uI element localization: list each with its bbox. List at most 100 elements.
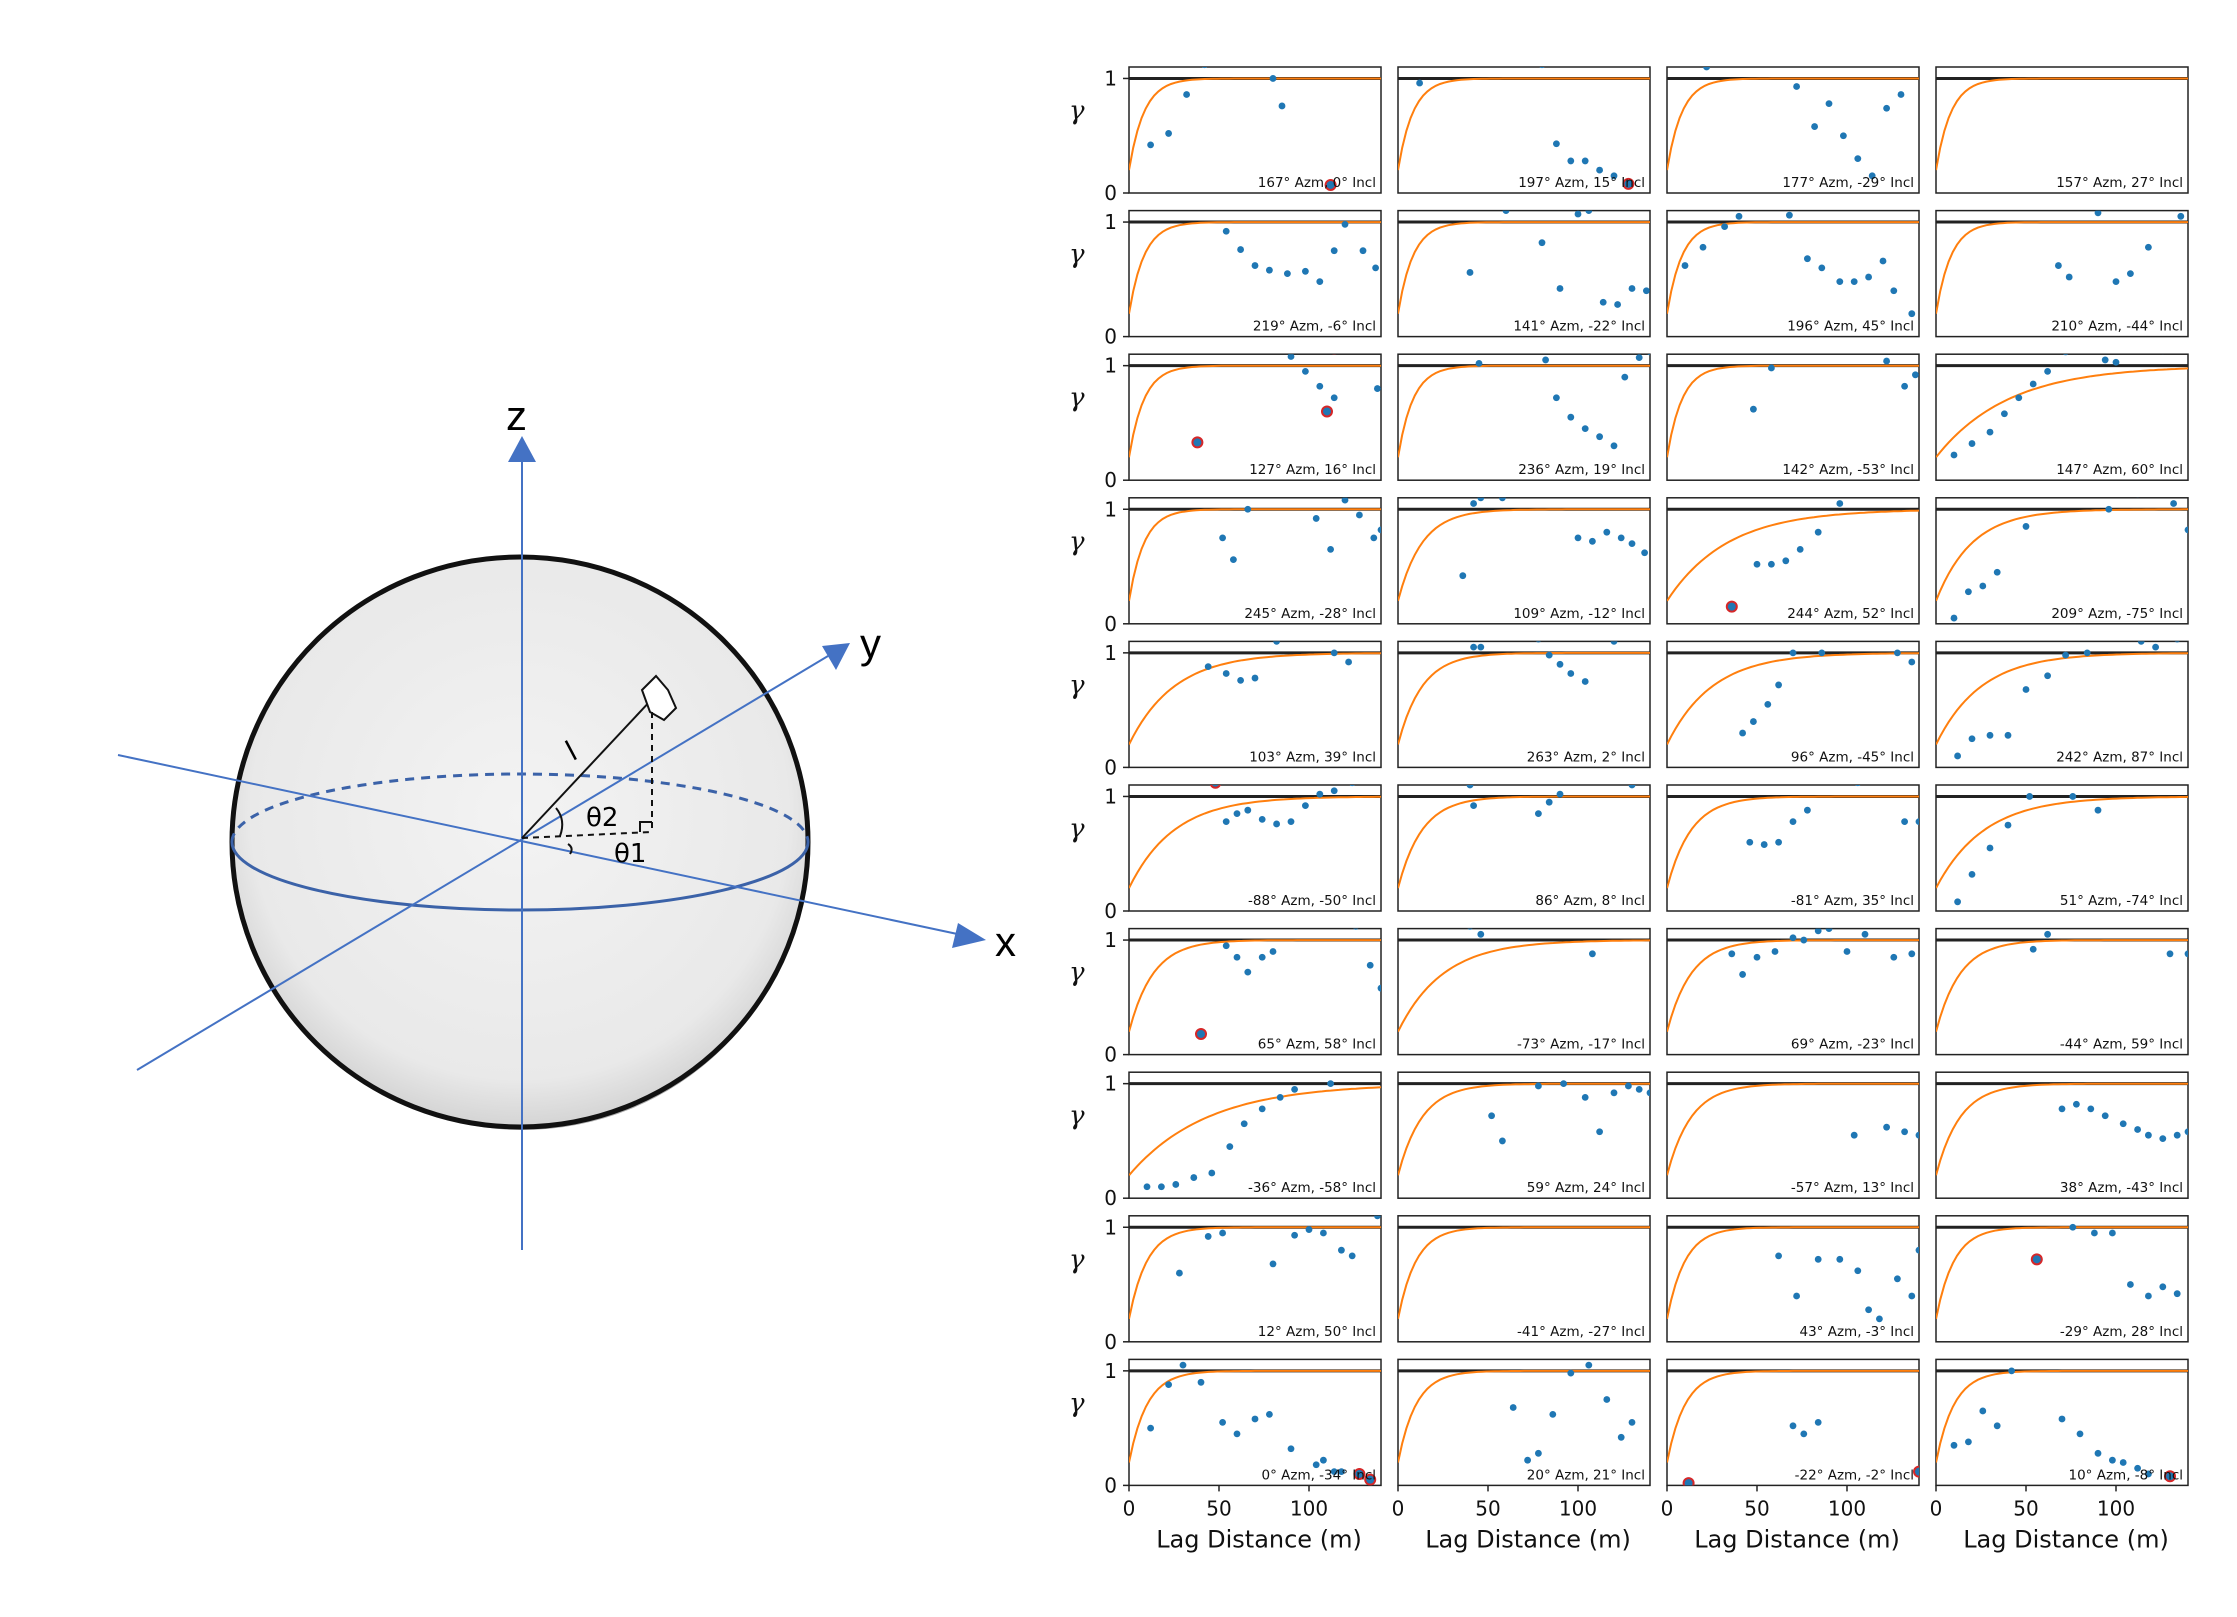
panel-plot-area: [1398, 627, 1650, 745]
data-point: [1854, 1267, 1862, 1275]
data-point: [1320, 1456, 1327, 1464]
data-point: [1459, 572, 1467, 580]
model-curve: [1936, 795, 2188, 889]
data-point: [1768, 364, 1775, 372]
data-point: [1204, 1233, 1212, 1240]
data-point: [1753, 953, 1761, 961]
data-point: [2127, 1281, 2134, 1288]
model-curve: [1936, 221, 2188, 314]
outlier-point: [2030, 1253, 2043, 1266]
panel-plot-area: [1398, 1225, 1650, 1320]
data-point: [2077, 486, 2084, 493]
outlier-point: [1321, 405, 1333, 418]
data-point: [1789, 934, 1797, 942]
data-point: [1768, 560, 1775, 568]
data-point: [1908, 1292, 1916, 1300]
y-axis-label: γ: [1069, 1245, 1085, 1275]
data-point: [1836, 278, 1844, 286]
panel-label: -57° Azm, 13° Incl: [1791, 1180, 1914, 1196]
data-point: [1850, 1131, 1858, 1139]
data-point: [1589, 950, 1596, 958]
panel-frame: [1397, 640, 1651, 769]
panel-frame: [1128, 353, 1382, 481]
z-axis-label: z: [506, 392, 527, 439]
data-point: [1618, 776, 1625, 783]
data-point: [2145, 243, 2152, 251]
panel-plot-area: [1936, 1223, 2188, 1320]
panel-plot-area: [1936, 793, 2188, 906]
data-point: [2065, 273, 2073, 281]
data-point: [2030, 1063, 2037, 1070]
data-point: [1476, 1063, 1483, 1070]
data-point: [1883, 104, 1890, 112]
data-point: [1553, 140, 1560, 148]
data-point: [1764, 701, 1772, 708]
data-point: [1237, 246, 1244, 253]
data-point: [1273, 820, 1280, 828]
data-point: [1617, 534, 1625, 542]
model-curve: [1398, 77, 1650, 171]
variogram-panel: 147° Azm, 60° Incl: [1935, 347, 2189, 481]
panel-plot-area: [1129, 1215, 1381, 1320]
y-tick-label: 1: [1104, 66, 1117, 90]
data-point: [1330, 787, 1338, 795]
outlier-point: [1324, 178, 1337, 191]
data-point: [1574, 210, 1582, 218]
data-point: [1854, 155, 1862, 163]
panel-label: 59° Azm, 24° Incl: [1527, 1180, 1645, 1196]
data-point: [1416, 79, 1423, 87]
data-point: [1233, 1430, 1241, 1438]
data-point: [2055, 262, 2062, 269]
data-point: [1836, 1063, 1843, 1070]
variogram-panel: -36° Azm, -58° Incl 0 1γ: [1069, 1071, 1382, 1210]
outlier-point: [1209, 785, 1221, 789]
data-point: [1757, 1207, 1764, 1214]
y-tick-label: 0: [1104, 899, 1117, 923]
data-point: [1954, 752, 1961, 760]
sample-point: [640, 674, 678, 722]
model-curve: [1936, 652, 2188, 745]
data-point: [1165, 1381, 1172, 1388]
model-curve: [1398, 1226, 1650, 1320]
y-tick-label: 1: [1104, 497, 1117, 521]
panel-plot-area: [1936, 486, 2188, 622]
data-point: [1244, 505, 1252, 513]
data-point: [1600, 627, 1607, 634]
data-point: [1898, 485, 1905, 492]
data-point: [2095, 489, 2102, 496]
data-point: [1374, 1215, 1381, 1220]
panel-plot-area: [1667, 928, 1919, 1032]
data-point: [1599, 298, 1607, 306]
data-point: [1316, 278, 1324, 286]
data-point: [2170, 500, 2178, 507]
data-point: [1804, 806, 1811, 814]
panel-plot-area: [1936, 210, 2188, 314]
data-point: [1535, 641, 1541, 643]
data-point: [2033, 1345, 2040, 1352]
data-point: [1901, 382, 1908, 390]
variogram-panel: 103° Azm, 39° Incl 0 1γ: [1069, 640, 1382, 779]
data-point: [1641, 549, 1648, 557]
data-point: [1968, 735, 1976, 743]
data-point: [1965, 588, 1972, 596]
model-curve: [1398, 221, 1650, 314]
data-point: [1330, 1468, 1338, 1476]
data-point: [2105, 505, 2113, 513]
panel-frame: [1397, 784, 1651, 912]
y-tick-label: 1: [1104, 1215, 1117, 1239]
variogram-panel: 196° Azm, 45° Incl: [1666, 209, 1920, 338]
variogram-panel: 245° Azm, -28° Incl 0 1γ: [1069, 497, 1382, 636]
data-point: [1901, 1128, 1908, 1136]
data-point: [1818, 264, 1826, 272]
variogram-panel: 51° Azm, -74° Incl: [1935, 784, 2189, 912]
panel-frame: [1128, 640, 1382, 769]
data-point: [2159, 347, 2166, 354]
data-point: [1843, 948, 1851, 955]
data-point: [1269, 75, 1277, 82]
data-point: [1477, 643, 1485, 651]
data-point: [1993, 1422, 2001, 1430]
data-point: [1789, 1422, 1797, 1430]
data-point: [1814, 528, 1822, 536]
model-curve: [1129, 221, 1381, 314]
data-point: [1618, 632, 1625, 639]
